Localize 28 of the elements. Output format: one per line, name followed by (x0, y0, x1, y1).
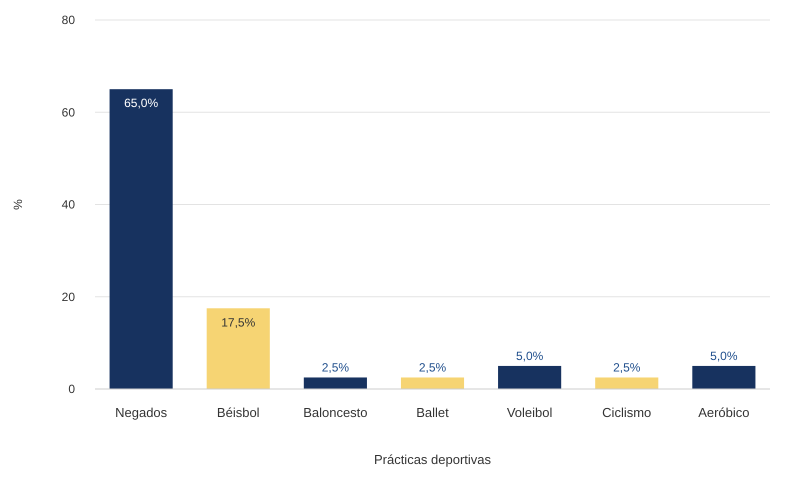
y-tick-label: 20 (62, 290, 76, 304)
y-tick-label: 60 (62, 105, 76, 120)
data-label: 5,0% (516, 348, 544, 363)
y-tick-label: 40 (62, 198, 76, 212)
x-axis-title: Prácticas deportivas (374, 452, 492, 467)
data-label: 65,0% (124, 96, 158, 110)
bar (206, 308, 270, 389)
x-tick-label: Aeróbico (698, 405, 750, 420)
bar (110, 89, 173, 389)
bar (400, 377, 464, 389)
x-tick-label: Baloncesto (303, 405, 368, 420)
bar (692, 366, 756, 389)
data-label: 2,5% (418, 360, 446, 374)
x-tick-label: Ballet (416, 405, 450, 420)
data-label: 2,5% (613, 360, 641, 374)
data-label: 2,5% (322, 360, 350, 374)
x-tick-label: Voleibol (506, 405, 552, 420)
x-tick-label: Negados (115, 405, 168, 420)
y-axis-title: % (11, 198, 25, 210)
y-tick-label: 0 (68, 382, 76, 396)
bar (498, 366, 562, 389)
x-tick-label: Ciclismo (602, 405, 652, 420)
bar (304, 377, 367, 389)
data-label: 5,0% (710, 348, 738, 363)
y-tick-label: 80 (62, 13, 76, 27)
x-tick-label: Béisbol (216, 405, 260, 420)
data-label: 17,5% (221, 315, 256, 330)
bar (595, 377, 658, 389)
